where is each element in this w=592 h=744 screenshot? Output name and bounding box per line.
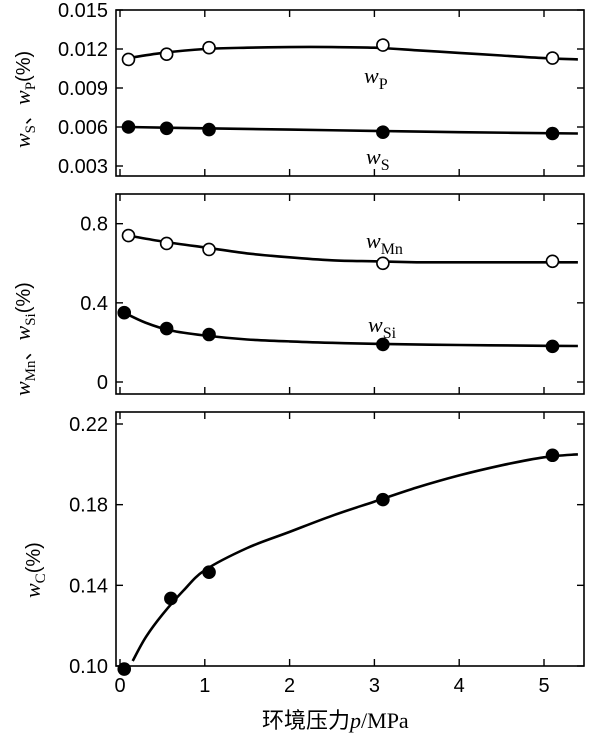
y-axis-label-bottom: wC(%) (20, 542, 49, 598)
y-tick-label: 0 (97, 372, 108, 394)
y-axis-label-middle: wMn、wSi(%) (10, 282, 39, 396)
data-point-mn (121, 228, 136, 243)
data-point-s (202, 122, 216, 137)
y-tick-label: 0.015 (58, 0, 108, 22)
y-tick-label: 0.14 (69, 575, 108, 597)
data-point-c (202, 565, 216, 580)
y-tick-label: 0.006 (58, 117, 108, 139)
data-point-p (545, 51, 560, 65)
data-point-si (545, 339, 560, 354)
y-tick-label: 0.10 (69, 656, 108, 678)
data-point-c (117, 662, 132, 676)
y-axis-label-top: wS、wP(%) (10, 51, 39, 148)
series-curve-mn (128, 234, 578, 264)
data-point-c (164, 591, 178, 606)
series-label-wsi: wSi (368, 312, 397, 342)
series-curve-si (123, 311, 578, 348)
data-point-p (202, 40, 216, 55)
data-point-c (545, 448, 560, 463)
data-point-si (202, 327, 216, 342)
panel-bottom: 0.10 0.14 0.18 0.22 0 1 2 3 4 5 (69, 412, 584, 697)
series-label-wmn: wMn (366, 228, 403, 258)
series-label-wp: wP (364, 63, 388, 93)
panel-bottom-frame (115, 411, 585, 667)
x-tick-label: 5 (538, 675, 549, 697)
data-point-s (159, 121, 174, 136)
series-curve-s (128, 125, 578, 135)
data-point-mn (202, 242, 216, 257)
panel-top-frame (115, 9, 585, 177)
series-curve-c (131, 453, 579, 662)
y-tick-label: 0.003 (58, 156, 108, 178)
y-tick-label: 0.012 (58, 39, 108, 61)
y-tick-label: 0.4 (80, 293, 108, 315)
x-tick-label: 0 (114, 675, 125, 697)
data-point-si (117, 305, 132, 320)
panel-middle: 0 0.4 0.8 (80, 194, 584, 394)
x-tick-label: 1 (199, 675, 210, 697)
x-tick-label: 2 (284, 675, 295, 697)
y-tick-label: 0.009 (58, 78, 108, 100)
data-point-p (121, 52, 136, 67)
data-point-s (545, 126, 560, 141)
data-point-si (376, 337, 390, 352)
x-axis-label: 环境压力p/MPa (262, 708, 409, 733)
data-point-p (376, 38, 390, 52)
series-curve-p (128, 45, 578, 61)
data-point-s (376, 125, 390, 139)
panel-middle-frame (115, 193, 585, 395)
data-point-mn (159, 236, 174, 251)
y-tick-label: 0.18 (69, 495, 108, 517)
x-tick-label: 3 (369, 675, 380, 697)
data-point-p (159, 47, 174, 62)
y-tick-label: 0.22 (69, 414, 108, 436)
panel-top: 0.003 0.006 0.009 0.012 0.015 (58, 0, 584, 178)
data-point-mn (545, 254, 560, 269)
x-tick-label: 4 (454, 675, 465, 697)
y-tick-label: 0.8 (80, 214, 108, 236)
data-point-c (376, 492, 390, 507)
data-point-s (121, 120, 136, 134)
series-label-ws: wS (366, 144, 390, 174)
data-point-mn (376, 256, 390, 271)
data-point-si (159, 321, 174, 336)
